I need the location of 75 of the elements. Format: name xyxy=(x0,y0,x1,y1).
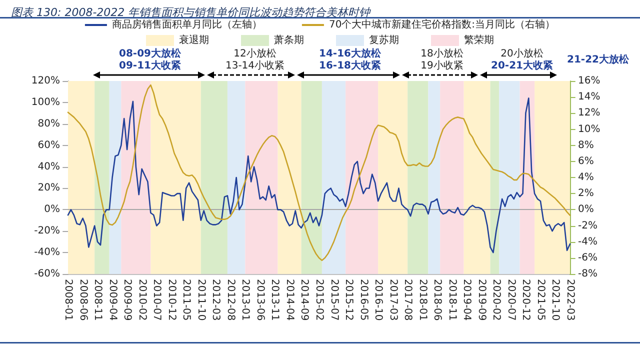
y2-tick-label: -4% xyxy=(578,236,598,248)
x-tick-label: 2008-01 xyxy=(62,279,74,321)
y2-tick-label: 2% xyxy=(578,188,594,200)
x-tick-label: 2008-06 xyxy=(77,279,88,321)
x-tick-label: 2011-10 xyxy=(195,279,206,321)
legend-label: 萧条期 xyxy=(274,34,304,46)
x-tick-label: 2014-04 xyxy=(284,279,295,321)
x-tick-label: 2021-10 xyxy=(550,279,561,321)
y2-tick-label: -2% xyxy=(578,220,598,232)
y-tick-label: -40% xyxy=(34,247,60,258)
x-tick-label: 2013-11 xyxy=(269,279,280,321)
y2-tick-label: 4% xyxy=(578,172,594,183)
x-tick-label: 2020-02 xyxy=(490,279,502,321)
text: 13-14小收紧 xyxy=(225,60,285,72)
y2-tick-label: 10% xyxy=(578,124,600,135)
legend-label: 衰退期 xyxy=(179,34,209,46)
x-tick-label: 2017-03 xyxy=(387,279,398,321)
text: 19小收紧 xyxy=(420,60,464,72)
text: 20-21大收紧 xyxy=(491,60,553,72)
text: 20小放松 xyxy=(500,48,544,60)
y2-tick-label: 16% xyxy=(578,76,600,86)
x-tick-label: 2020-07 xyxy=(505,279,516,321)
x-tick-label: 2015-02 xyxy=(314,279,324,321)
text: 08-09大放松 xyxy=(119,48,182,60)
y2-tick-label: 0% xyxy=(578,204,594,216)
y2-tick-label: 14% xyxy=(578,92,600,103)
text: 14-16大放松 xyxy=(319,48,382,60)
y-tick-label: 0% xyxy=(44,204,60,216)
x-tick-label: 2020-12 xyxy=(520,279,532,321)
x-tick-label: 2011-05 xyxy=(180,279,192,321)
x-tick-label: 2013-06 xyxy=(254,279,266,321)
legend-label: 繁荣期 xyxy=(464,34,494,46)
text: 18小放松 xyxy=(420,48,464,60)
x-tick-label: 2015-07 xyxy=(328,279,340,321)
y2-tick-label: 6% xyxy=(578,156,594,167)
x-tick-label: 2019-04 xyxy=(461,279,472,321)
y-tick-label: 100% xyxy=(31,96,60,108)
x-tick-label: 2018-01 xyxy=(416,279,428,321)
text: 21-22大放松 xyxy=(567,54,630,66)
y2-tick-label: -8% xyxy=(578,268,598,280)
x-tick-label: 2010-07 xyxy=(151,279,162,321)
x-tick-label: 2012-08 xyxy=(224,279,236,321)
y2-tick-label: 8% xyxy=(578,140,594,151)
text: 09-11大收紧 xyxy=(119,60,181,72)
x-tick-label: 2008-11 xyxy=(92,279,104,321)
x-tick-label: 2018-11 xyxy=(446,279,458,321)
x-tick-label: 2015-12 xyxy=(343,279,354,321)
x-tick-label: 2022-03 xyxy=(564,279,576,321)
legend-label: 商品房销售面积单月同比（左轴） xyxy=(112,18,262,30)
y-tick-label: 20% xyxy=(38,182,60,194)
x-tick-label: 2018-06 xyxy=(432,279,443,321)
y2-tick-label: -6% xyxy=(578,252,598,264)
text: 16-18大收紧 xyxy=(319,60,381,72)
y2-tick-label: 12% xyxy=(578,108,600,119)
y-tick-label: 60% xyxy=(38,140,60,151)
x-tick-label: 2010-02 xyxy=(136,279,148,321)
x-tick-label: 2010-12 xyxy=(166,279,177,321)
x-tick-label: 2009-04 xyxy=(106,279,118,321)
text: 12小放松 xyxy=(234,48,276,60)
x-tick-label: 2021-05 xyxy=(534,279,546,321)
y-tick-label: 80% xyxy=(38,118,60,130)
legend-label: 复苏期 xyxy=(369,34,399,46)
y-tick-label: -20% xyxy=(34,226,60,237)
y-tick-label: 40% xyxy=(38,161,60,172)
x-tick-label: 2009-09 xyxy=(122,279,133,321)
x-tick-label: 2016-10 xyxy=(372,279,384,321)
y-tick-label: -60% xyxy=(34,268,60,280)
x-tick-label: 2016-05 xyxy=(358,279,369,321)
legend-label: 70个大中城市新建住宅价格指数:当月同比（右轴） xyxy=(328,18,556,30)
x-tick-label: 2017-08 xyxy=(402,279,414,321)
y-tick-label: 120% xyxy=(31,76,60,86)
x-tick-label: 2013-01 xyxy=(240,279,251,321)
x-tick-label: 2014-09 xyxy=(298,279,310,321)
x-tick-label: 2012-03 xyxy=(210,279,222,321)
x-tick-label: 2019-09 xyxy=(476,279,487,321)
